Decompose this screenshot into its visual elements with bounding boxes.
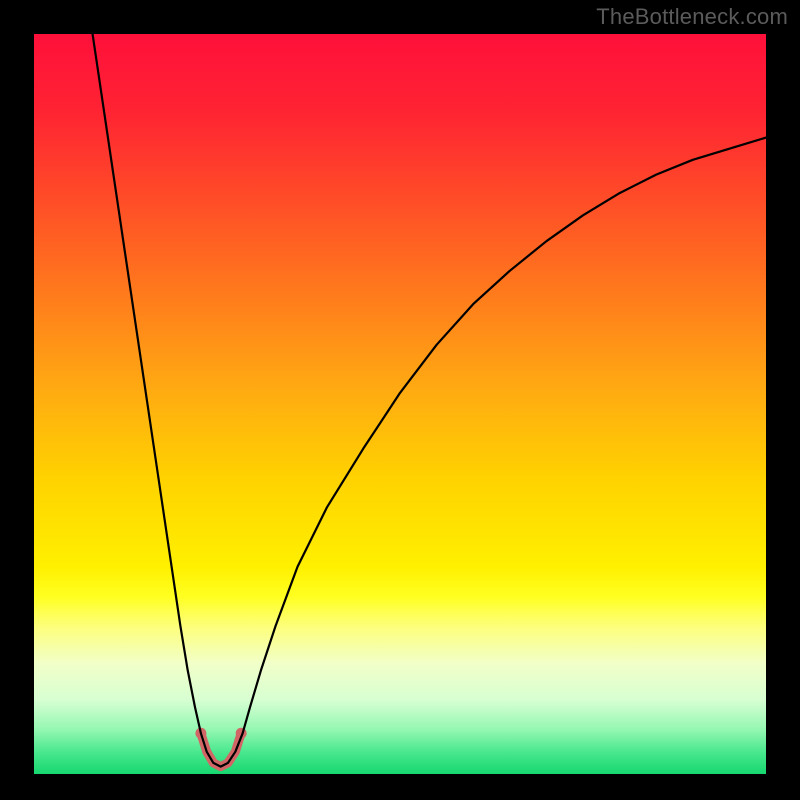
watermark-text: TheBottleneck.com — [596, 4, 788, 30]
chart-gradient-background — [34, 34, 766, 774]
bottleneck-curve-chart — [0, 0, 800, 800]
chart-container: TheBottleneck.com — [0, 0, 800, 800]
